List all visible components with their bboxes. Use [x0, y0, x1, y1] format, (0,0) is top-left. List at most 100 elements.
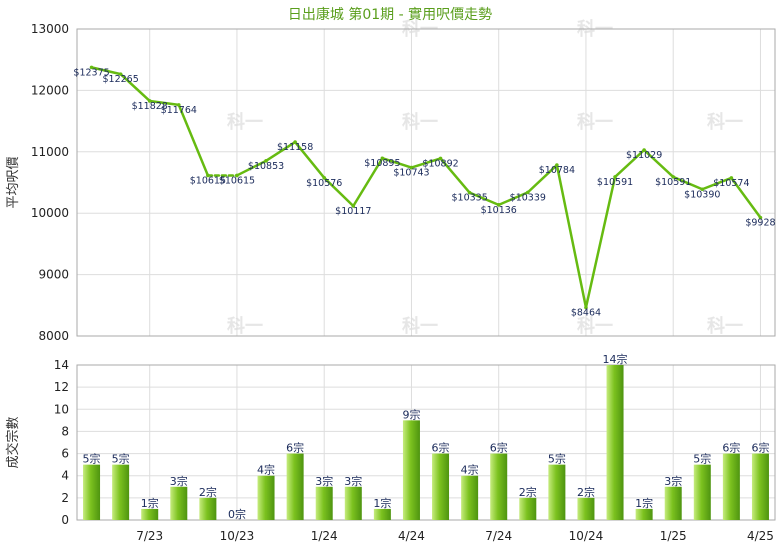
volume-bar: [693, 464, 711, 520]
price-point: [409, 165, 414, 170]
x-tick-label: 1/25: [660, 529, 687, 543]
price-point: [467, 190, 472, 195]
price-line-segment: [352, 156, 384, 208]
watermark-text: 科一: [577, 111, 613, 133]
price-data-label: $10339: [510, 192, 546, 203]
volume-data-label: 9宗: [402, 407, 420, 421]
volume-panel: 0 2 4 6 8 10 12 14 成交宗數 5宗 5宗 1宗 3宗 2宗 0宗 4宗 6宗 3宗 3宗 1宗 9宗 6…: [5, 352, 776, 527]
volume-bar: [402, 420, 420, 520]
volume-bar: [373, 508, 391, 520]
volume-bar: [199, 497, 217, 520]
price-data-label: $12265: [102, 74, 138, 85]
price-data-label: $10853: [248, 161, 284, 172]
price-point: [642, 148, 646, 152]
watermark-text: 科一: [707, 315, 743, 337]
price-line-segment: [584, 175, 617, 309]
y-tick-label: 11000: [31, 145, 69, 159]
price-data-label: $10615: [190, 175, 226, 186]
price-line-segment: [613, 148, 646, 179]
price-data-label: $10335: [451, 193, 487, 204]
price-point: [671, 175, 676, 179]
price-line-segment: [264, 140, 297, 163]
y-tick-label: 4: [61, 469, 69, 483]
x-tick-label: 1/24: [311, 529, 338, 543]
y-tick-label: 0: [61, 513, 69, 527]
y-tick-label: 13000: [31, 22, 69, 36]
price-point: [700, 187, 705, 192]
price-data-label: $10576: [306, 178, 342, 189]
chart-title: 日出康城 第01期 - 實用呎價走勢: [288, 6, 492, 23]
price-line-segment: [322, 176, 355, 208]
price-line-segment: [526, 163, 559, 194]
volume-data-label: 1宗: [635, 496, 653, 510]
price-line-segment: [701, 176, 733, 191]
volume-data-label: 6宗: [432, 441, 450, 455]
price-line-segment: [468, 191, 500, 207]
watermark-text: 科一: [402, 315, 438, 337]
price-data-label: $12375: [73, 67, 109, 78]
price-point: [322, 176, 327, 180]
price-point: [438, 156, 443, 161]
plot-frame: [76, 28, 776, 337]
price-data-label: $10615: [219, 175, 255, 186]
price-point: [235, 173, 239, 178]
price-line-segment: [293, 140, 326, 180]
price-line-segment: [235, 159, 268, 177]
watermark-text: 科一: [402, 111, 438, 133]
volume-data-label: 2宗: [577, 485, 595, 499]
y-tick-label: 8000: [38, 329, 69, 343]
volume-bar: [577, 497, 595, 520]
watermark-text: 科一: [227, 315, 263, 337]
watermark-text: 科一: [707, 111, 743, 133]
y-tick-label: 12000: [31, 83, 69, 97]
volume-data-label: 5宗: [112, 452, 130, 466]
price-line-segment: [381, 156, 413, 169]
x-tick-label: 4/24: [398, 529, 425, 543]
price-point: [729, 176, 734, 180]
x-tick-label: 10/24: [569, 529, 604, 543]
price-data-label: $10136: [481, 205, 517, 216]
volume-bar: [751, 453, 769, 520]
price-point: [147, 99, 152, 103]
price-point: [496, 203, 501, 207]
x-axis: 7/23 10/23 1/24 4/24 7/24 10/24 1/25 4/25: [136, 529, 774, 543]
volume-bar: [490, 453, 508, 520]
price-data-label: $11828: [132, 101, 168, 112]
volume-bar: [432, 453, 450, 520]
price-line-segment: [177, 103, 210, 177]
x-tick-label: 10/23: [220, 529, 255, 543]
volume-data-label: 6宗: [286, 441, 304, 455]
price-point: [525, 190, 530, 195]
volume-bar: [83, 464, 101, 520]
price-data-label: $9928: [745, 218, 775, 229]
volume-bar: [461, 475, 479, 520]
volume-data-label: 6宗: [490, 441, 508, 455]
price-line-segment: [410, 157, 442, 169]
volume-data-label: 2宗: [199, 485, 217, 499]
price-line-segment: [730, 176, 762, 219]
price-data-label: $10892: [422, 158, 458, 169]
price-point: [380, 156, 385, 161]
volume-data-label: 2宗: [519, 485, 537, 499]
volume-data-label: 0宗: [228, 507, 246, 521]
price-data-label: $10591: [597, 177, 633, 188]
price-line-segment: [90, 66, 122, 76]
price-panel: 8000900010000110001200013000平均呎價$12375$1…: [6, 22, 776, 343]
price-point: [758, 215, 763, 220]
price-line-segment: [119, 72, 151, 103]
price-point: [613, 175, 617, 179]
plot-frame: [76, 364, 776, 521]
price-line-segment: [642, 148, 675, 179]
volume-bar: [257, 475, 275, 520]
price-point: [351, 204, 356, 208]
price-data-label: $11158: [277, 142, 313, 153]
price-line-segment: [497, 191, 530, 207]
volume-data-label: 3宗: [315, 474, 333, 488]
price-data-label: $10784: [539, 165, 575, 176]
volume-data-label: 4宗: [461, 463, 479, 477]
y-tick-label: 9000: [38, 268, 69, 282]
price-data-label: $10591: [655, 177, 691, 188]
volume-bar: [344, 486, 362, 520]
volume-bar: [722, 453, 740, 520]
price-line-segment: [439, 157, 471, 194]
